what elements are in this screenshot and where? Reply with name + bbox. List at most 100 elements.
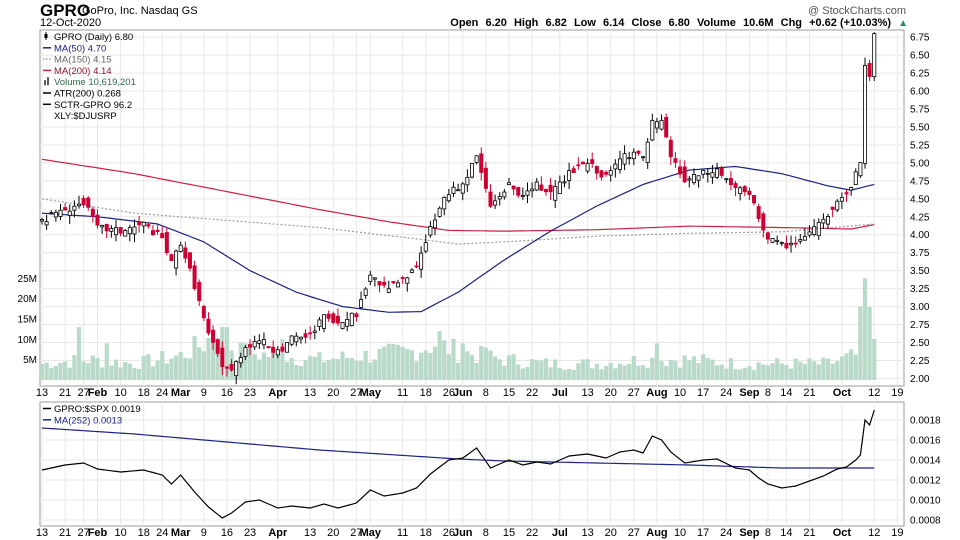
candle-body: [465, 176, 470, 186]
candle-body: [752, 195, 757, 204]
candle-body: [659, 119, 664, 130]
candle-body: [58, 209, 63, 217]
volume-bar: [261, 352, 267, 380]
price-panel-frame: [39, 29, 905, 387]
candle-body: [104, 223, 109, 232]
volume-bar: [728, 358, 734, 380]
candle-body: [479, 153, 484, 173]
legend-entry: SCTR-GPRO 96.2: [54, 100, 132, 111]
volume-bar: [511, 354, 516, 380]
candle-body: [525, 190, 530, 196]
y-tick-label: 3.75: [910, 248, 930, 259]
candle-body: [400, 277, 405, 279]
x-tick-label: 24: [720, 387, 732, 399]
chg-label: Chg: [780, 17, 803, 29]
candle-body: [187, 252, 192, 269]
volume-bar: [682, 355, 687, 380]
candle-body: [335, 315, 340, 324]
x-tick-label: Jul: [552, 527, 568, 539]
x-tick-label: May: [360, 527, 382, 539]
candle-body: [289, 335, 294, 345]
candle-body: [113, 227, 118, 236]
volume-bar: [516, 364, 521, 380]
ratio-tick-label: 0.0014: [910, 456, 941, 467]
candle-body: [95, 214, 100, 226]
volume-bar: [798, 361, 803, 380]
ratio-tick-label: 0.0010: [910, 496, 941, 507]
candle-body: [312, 330, 317, 333]
volume-bar: [627, 364, 632, 380]
candle-body: [543, 189, 548, 193]
volume-bar: [155, 360, 160, 380]
candle-body: [40, 219, 45, 222]
candle-body: [275, 349, 280, 356]
candle-body: [285, 342, 290, 353]
volume-bar: [405, 348, 410, 380]
volume-tick-label: 25M: [18, 274, 37, 285]
volume-bar: [654, 343, 660, 380]
candle-body: [812, 226, 817, 235]
volume-bar: [557, 368, 562, 380]
volume-bar: [95, 358, 100, 380]
candle-body: [234, 361, 239, 377]
y-tick-label: 4.75: [910, 176, 930, 187]
volume-bar: [562, 369, 567, 380]
candle-body: [382, 281, 387, 286]
x-tick-label: 21: [803, 387, 815, 399]
candle-body: [141, 221, 146, 227]
ma150-line: [41, 198, 875, 245]
x-tick-label: 15: [503, 387, 515, 399]
x-tick-label: 21: [803, 527, 815, 539]
candle-body: [715, 168, 720, 178]
candle-body: [419, 252, 424, 270]
x-tick-label: 13: [581, 387, 593, 399]
candle-body: [363, 288, 368, 296]
candle-body: [668, 139, 673, 158]
candle-body: [123, 230, 128, 237]
candle-body: [839, 197, 844, 202]
candle-body: [386, 288, 391, 293]
volume-bar: [49, 368, 54, 380]
x-tick-label: Aug: [646, 527, 667, 539]
volume-bar: [788, 368, 794, 380]
legend-entry: MA(200) 4.14: [54, 66, 112, 77]
candle-body: [456, 189, 461, 192]
candle-body: [502, 191, 507, 198]
volume-bar: [479, 346, 484, 380]
candle-body: [298, 336, 303, 340]
candle-body: [853, 171, 858, 185]
volume-bar: [345, 358, 350, 380]
candle-body: [627, 157, 632, 160]
volume-bar: [160, 351, 165, 380]
volume-bar: [691, 356, 697, 380]
candle-body: [368, 274, 373, 282]
volume-bar: [197, 347, 202, 380]
candle-body: [252, 341, 257, 348]
candle-body: [451, 186, 456, 194]
volume-bar: [428, 352, 433, 380]
y-tick-label: 3.50: [910, 266, 930, 277]
x-tick-label: 18: [138, 527, 150, 539]
candle-body: [396, 282, 401, 288]
volume-bar: [67, 367, 72, 380]
candle-body: [49, 212, 54, 215]
candle-body: [206, 318, 211, 334]
high-value: 6.82: [545, 17, 567, 29]
candle-body: [590, 159, 595, 164]
volume-bar: [548, 367, 553, 380]
volume-bar: [90, 355, 95, 380]
volume-bar: [520, 368, 525, 380]
x-tick-label: 20: [327, 527, 339, 539]
candle-body: [617, 158, 622, 170]
candle-body: [72, 205, 77, 211]
volume-bar: [617, 363, 623, 380]
candle-body: [63, 207, 68, 211]
volume-bar: [710, 359, 715, 380]
y-tick-label: 5.50: [910, 122, 930, 133]
candle-body: [155, 229, 160, 232]
volume-bar: [465, 351, 470, 380]
candle-body: [645, 141, 650, 163]
volume-bar: [807, 358, 812, 380]
candle-body: [229, 363, 234, 371]
